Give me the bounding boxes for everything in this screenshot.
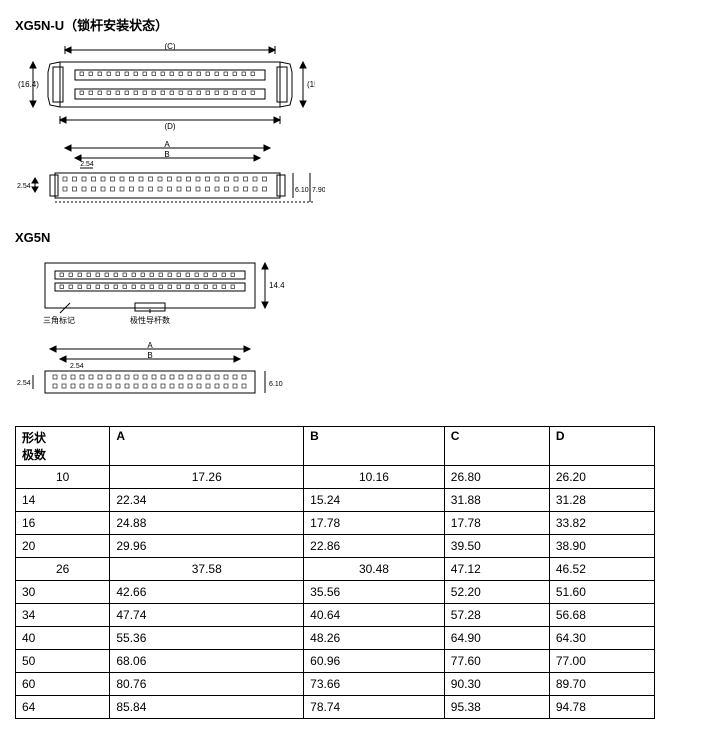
section-xg5n: XG5N 14.4 三角标记 极性导杆数 A: [15, 230, 712, 406]
table-row: 1017.2610.1626.8026.20: [16, 466, 655, 489]
table-row: 2637.5830.4847.1246.52: [16, 558, 655, 581]
svg-text:(D): (D): [164, 122, 175, 131]
table-row: 1422.3415.2431.8831.28: [16, 489, 655, 512]
th-shape: 形状 极数: [16, 427, 110, 466]
diagram-xg5n-u-bottom: A B 2.54 2.54 6.10 7.90: [15, 140, 325, 210]
title-xg5n-u: XG5N-U（锁杆安装状态）: [15, 15, 712, 34]
svg-text:(C): (C): [164, 42, 175, 51]
svg-text:极性导杆数: 极性导杆数: [130, 315, 170, 325]
diagram-xg5n-u-top: (C) (16.4): [15, 42, 315, 132]
th-a: A: [110, 427, 304, 466]
svg-text:6.10: 6.10: [269, 381, 283, 388]
section-xg5n-u: XG5N-U（锁杆安装状态） (C): [15, 15, 712, 210]
svg-text:14.4: 14.4: [269, 281, 285, 290]
svg-text:(16.4): (16.4): [18, 80, 39, 89]
svg-text:2.54: 2.54: [70, 363, 84, 370]
th-b: B: [304, 427, 445, 466]
svg-text:A: A: [147, 341, 153, 350]
svg-text:6.10: 6.10: [295, 187, 309, 194]
table-row: 6485.8478.7495.3894.78: [16, 696, 655, 719]
svg-text:B: B: [164, 150, 169, 159]
svg-text:B: B: [147, 351, 152, 360]
svg-text:7.90: 7.90: [312, 187, 325, 194]
svg-text:2.54: 2.54: [80, 161, 94, 168]
table-row: 1624.8817.7817.7833.82: [16, 512, 655, 535]
th-c: C: [444, 427, 549, 466]
svg-text:(15.6): (15.6): [307, 80, 315, 89]
diagram-xg5n-top: 14.4 三角标记 极性导杆数: [15, 253, 295, 333]
table-row: 5068.0660.9677.6077.00: [16, 650, 655, 673]
table-row: 6080.7673.6690.3089.70: [16, 673, 655, 696]
svg-text:2.54: 2.54: [17, 380, 31, 387]
th-d: D: [549, 427, 654, 466]
diagram-xg5n-bottom: A B 2.54 2.54 6.10: [15, 341, 295, 406]
table-row: 4055.3648.2664.9064.30: [16, 627, 655, 650]
table-row: 3042.6635.5652.2051.60: [16, 581, 655, 604]
svg-text:A: A: [164, 140, 170, 149]
table-body: 1017.2610.1626.8026.201422.3415.2431.883…: [16, 466, 655, 719]
table-row: 3447.7440.6457.2856.68: [16, 604, 655, 627]
svg-text:三角标记: 三角标记: [43, 315, 75, 325]
title-xg5n: XG5N: [15, 230, 712, 245]
svg-text:2.54: 2.54: [17, 183, 31, 190]
dimensions-table: 形状 极数 A B C D 1017.2610.1626.8026.201422…: [15, 426, 655, 719]
table-row: 2029.9622.8639.5038.90: [16, 535, 655, 558]
